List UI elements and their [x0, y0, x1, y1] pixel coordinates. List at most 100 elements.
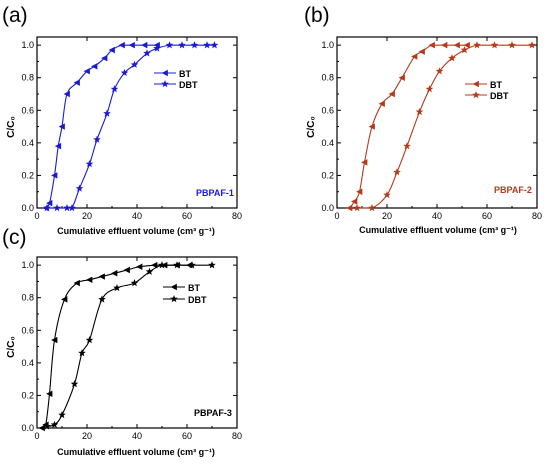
panel-c-dbt-point — [58, 410, 66, 419]
panel-b-x-tick-label: 40 — [432, 211, 442, 221]
panel-b-dbt-point — [425, 85, 434, 93]
panel-a-legend-dbt-marker — [161, 80, 169, 88]
panel-b-bt-point — [388, 90, 395, 98]
panel-c-legend-bt: BT — [188, 283, 200, 293]
panel-a-y-label: C/C₀ — [6, 116, 17, 138]
panel-a-bt-point — [46, 199, 53, 207]
panel-a-legend-bt: BT — [179, 69, 191, 79]
panel-c-dbt-point — [50, 420, 59, 428]
panel-a-dbt-point — [153, 44, 161, 52]
panel-c-legend-dbt: DBT — [188, 295, 207, 305]
panel-c-dbt-point — [130, 279, 139, 287]
panel-b-bt-point — [346, 204, 353, 212]
panel-c-bt-point — [136, 263, 143, 271]
panel-c-bt-point — [86, 276, 93, 284]
panel-c-dbt-point — [70, 380, 79, 388]
panel-b-bt-point — [361, 159, 368, 166]
panel-a-dbt-point — [53, 204, 61, 212]
panel-a-bt-point — [73, 79, 80, 86]
panel-b-dbt-point — [415, 107, 424, 116]
panel-b-x-tick-label: 0 — [334, 211, 339, 221]
panel-c-bt-point — [123, 266, 130, 274]
panel-c-dbt-point — [173, 261, 181, 269]
panel-c-dbt-point — [208, 261, 216, 269]
panel-c-dbt-point — [85, 336, 94, 344]
panel-a-legend: BT DBT — [179, 69, 198, 90]
panel-a-dbt-point — [143, 49, 151, 57]
panel-b-plot-frame — [336, 36, 538, 209]
panel-b-legend: BT DBT — [490, 80, 509, 101]
panel-a-bt-point — [91, 63, 98, 70]
panel-c-x-label: Cumulative effluent volume (cm³ g⁻¹) — [57, 447, 215, 457]
panel-c-dbt-point — [145, 267, 154, 275]
panel-b-x-tick-label: 80 — [532, 211, 542, 221]
panel-c-bt-point — [61, 296, 68, 303]
panel-b-dbt-point — [353, 204, 361, 212]
panel-c-x-tick-label: 40 — [132, 431, 142, 441]
panel-a-y-tick-label: 0.2 — [21, 170, 34, 180]
panel-a-bt-point — [101, 54, 108, 62]
panel-a-bt-point — [128, 41, 135, 49]
panel-a-x-label: Cumulative effluent volume (cm³ g⁻¹) — [57, 226, 215, 236]
panel-b-dbt-point — [448, 54, 456, 62]
panel-c-x-tick-label: 80 — [232, 431, 242, 441]
panel-a-bt-point — [118, 41, 125, 49]
panel-c-bt-point — [51, 336, 58, 344]
panel-a: (a) C/C₀ Cumulative effluent volume (cm³… — [2, 4, 242, 236]
panel-b-dbt-point — [508, 41, 516, 49]
panel-a-dbt-point — [190, 41, 199, 49]
panel-c-y-tick-label: 0.0 — [21, 423, 34, 433]
panel-b-bt-point — [368, 123, 375, 130]
panel-c-y-tick-label: 1.0 — [21, 260, 34, 270]
panel-b-x-tick-label: 60 — [482, 211, 492, 221]
panel-b-bt-point — [398, 74, 405, 81]
panel-b-dbt-point — [368, 204, 376, 212]
panel-a-dbt-point — [93, 135, 101, 143]
panel-c-legend-bt-marker — [170, 283, 177, 291]
panel-a-dbt-point — [43, 204, 51, 212]
panel-a-x-tick-label: 80 — [232, 211, 242, 221]
panel-b-x-tick-label: 20 — [382, 211, 392, 221]
panel-b-bt-point — [418, 48, 425, 55]
panel-c-x-tick-label: 60 — [182, 431, 192, 441]
panel-a-letter: (a) — [2, 4, 28, 27]
panel-b-dbt-point — [435, 67, 444, 75]
panel-a-bt-point — [141, 41, 148, 49]
panel-a-bt-point — [51, 172, 58, 179]
panel-b-bt-point — [453, 41, 460, 49]
panel-b-y-label: C/C₀ — [306, 116, 317, 138]
panel-a-series-bt — [42, 41, 160, 212]
panel-a-dbt-point — [203, 41, 211, 49]
panel-b-series-dbt — [353, 41, 536, 212]
panel-c-x-tick-label: 20 — [82, 431, 92, 441]
panel-b-dbt-curve — [356, 44, 532, 209]
panel-a-bt-point — [58, 123, 65, 130]
panel-c-y-tick-label: 0.6 — [21, 325, 34, 335]
panel-c-legend: BT DBT — [188, 283, 207, 305]
panel-b-bt-point — [356, 188, 363, 195]
panel-b-dbt-point — [403, 142, 411, 150]
panel-c-x-tick-label: 0 — [34, 431, 39, 441]
panel-c-y-label: C/C₀ — [6, 336, 17, 358]
panel-b-bt-point — [351, 198, 358, 205]
panel-b-dbt-point — [528, 41, 536, 49]
panel-c: (c) C/C₀ Cumulative effluent volume (cm³… — [2, 226, 242, 457]
panel-c-y-tick-label: 0.2 — [21, 390, 34, 400]
panel-a-y-tick-label: 0.4 — [21, 138, 34, 148]
panel-a-x-tick-label: 0 — [34, 211, 39, 221]
panel-a-dbt-point — [103, 109, 111, 117]
panel-b-legend-dbt-marker — [472, 91, 480, 99]
panel-c-dbt-point — [158, 261, 166, 269]
panel-a-x-tick-label: 60 — [182, 211, 192, 221]
panel-b-dbt-point — [490, 41, 499, 49]
panel-c-bt-point — [46, 390, 53, 398]
panel-c-letter: (c) — [2, 226, 27, 249]
panel-a-legend-bt-marker — [161, 69, 168, 77]
panel-c-series-dbt — [43, 261, 216, 430]
panel-b-letter: (b) — [304, 4, 330, 27]
panel-a-legend-dbt: DBT — [179, 80, 198, 90]
panel-a-plot: 0 20 40 60 80 0.0 0.2 0.4 0.6 0.8 1.0 — [21, 36, 242, 221]
panel-b-y-tick-label: 0.6 — [321, 105, 334, 115]
panel-c-dbt-point — [98, 295, 106, 303]
